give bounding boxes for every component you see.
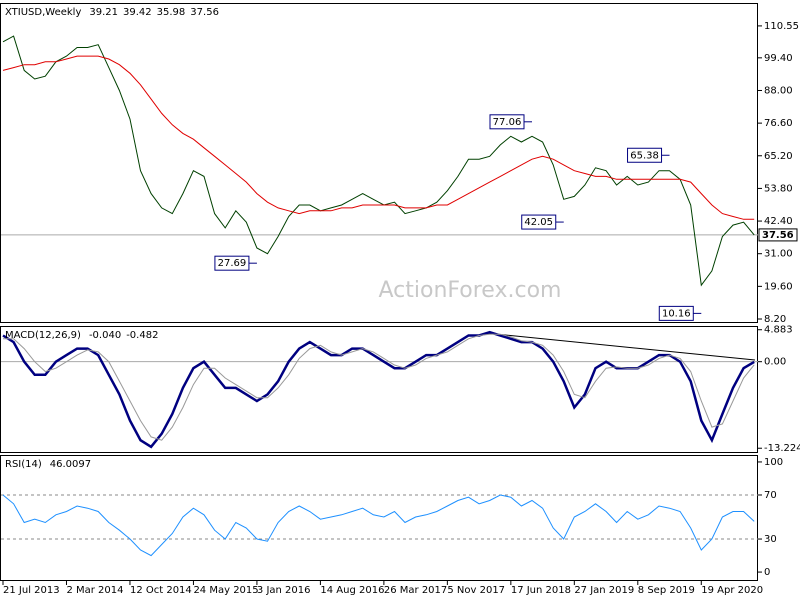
y-tick-label: 53.80 [764,183,793,194]
current-price-label: 37.56 [762,230,794,241]
annotation-box [627,147,663,163]
price-panel [0,3,758,323]
annotation-label: 27.69 [218,258,247,269]
panel-readout: 46.0097 [50,459,91,470]
series-line [2,35,755,287]
y-tick-label: 4.883 [764,325,793,336]
x-tick-label: 24 May 2015 [193,585,258,596]
y-tick-label: 99.40 [764,53,793,64]
macd-trend-line [484,332,756,361]
series-line [2,494,755,557]
annotation-label: 65.38 [630,150,659,161]
annotation-label: 42.05 [524,217,553,228]
x-tick-label: 19 Apr 2020 [701,585,763,596]
annotation-label: 10.16 [662,308,691,319]
x-tick-label: 17 Jun 2018 [511,585,571,596]
watermark: ActionForex.com [379,278,562,303]
panel-readout: -0.040 [89,330,121,341]
y-tick-label: 70 [764,490,777,501]
y-tick-label: 100 [764,457,783,468]
x-tick-label: 21 Jul 2013 [3,585,60,596]
y-tick-label: 88.00 [764,85,793,96]
annotation-box [214,255,250,271]
x-tick-label: 2 Mar 2014 [66,585,123,596]
panel-readout: -0.482 [126,330,158,341]
panel-readout: 37.56 [190,7,219,18]
y-tick-label: 0 [764,567,770,578]
x-tick-label: 26 Mar 2017 [384,585,447,596]
panel-title: XTIUSD,Weekly [5,7,81,18]
series-line [3,333,755,441]
y-tick-label: 30 [764,534,777,545]
x-tick-label: 5 Nov 2017 [447,585,505,596]
y-tick-label: -13.224 [764,443,800,454]
current-price-box [758,228,798,242]
panel-title: MACD(12,26,9) [5,330,81,341]
y-tick-label: 65.20 [764,151,793,162]
series-line [2,55,755,220]
x-tick-label: 14 Aug 2016 [320,585,384,596]
x-tick-label: 3 Jan 2016 [257,585,311,596]
annotation-label: 77.06 [493,117,522,128]
macd-panel [0,326,758,453]
panel-readout: 35.98 [157,7,186,18]
annotation-box [521,214,557,230]
rsi-panel [0,455,758,581]
panel-readout: 39.21 [89,7,118,18]
annotation-box [489,114,525,130]
y-tick-label: 19.60 [764,281,793,292]
x-tick-label: 27 Jan 2019 [574,585,634,596]
y-tick-label: 110.55 [764,21,799,32]
y-tick-label: 42.40 [764,216,793,227]
y-tick-label: 76.60 [764,118,793,129]
annotation-box [658,305,694,321]
y-tick-label: 0.00 [764,357,786,368]
y-tick-label: 8.20 [764,314,786,325]
x-tick-label: 12 Oct 2014 [130,585,192,596]
y-tick-label: 31.00 [764,249,793,260]
panel-readout: 39.42 [123,7,152,18]
panel-title: RSI(14) [5,459,42,470]
x-tick-label: 8 Sep 2019 [638,585,695,596]
